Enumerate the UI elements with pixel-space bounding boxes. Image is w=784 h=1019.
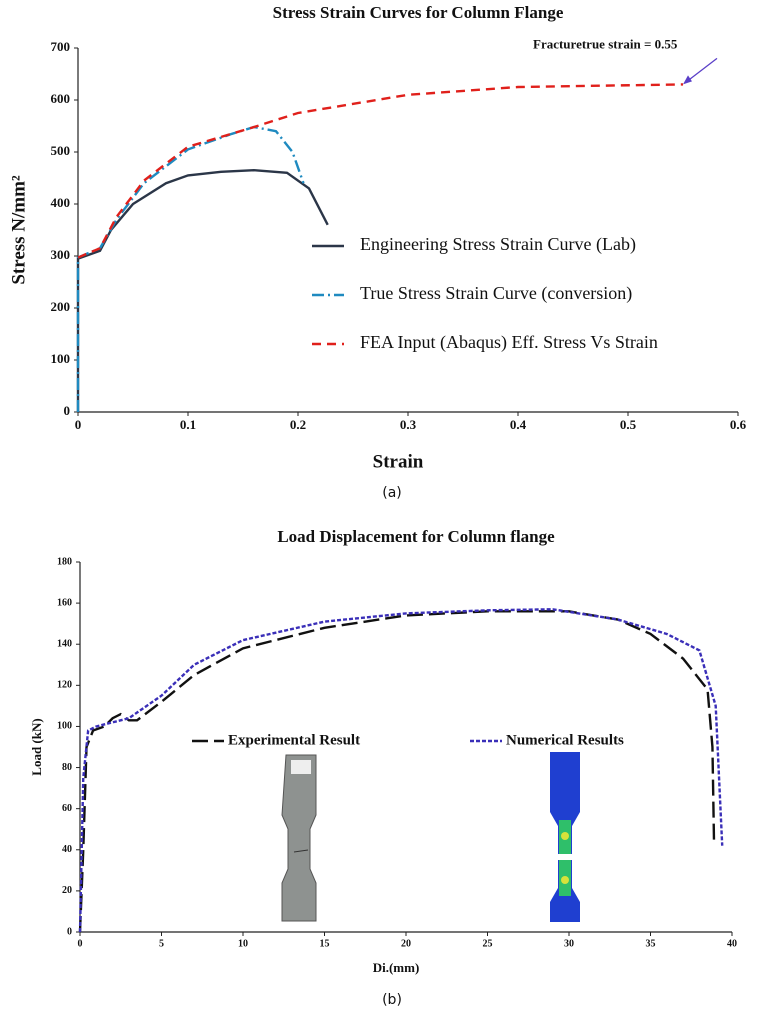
y-tick-label: 160: [57, 597, 72, 608]
y-tick-label: 600: [51, 91, 71, 106]
x-tick-label: 30: [564, 938, 574, 949]
y-tick-label: 100: [57, 721, 72, 732]
y-axis-label: Stress N/mm²: [8, 175, 29, 285]
x-tick-label: 0.2: [290, 417, 306, 432]
y-tick-label: 120: [57, 680, 72, 691]
legend-label: FEA Input (Abaqus) Eff. Stress Vs Strain: [360, 332, 658, 353]
legend-label: Engineering Stress Strain Curve (Lab): [360, 234, 636, 255]
y-tick-label: 0: [67, 926, 72, 937]
y-tick-label: 100: [51, 351, 71, 366]
x-axis-label: Strain: [373, 451, 424, 472]
legend-label: Experimental Result: [228, 732, 360, 748]
y-tick-label: 300: [51, 247, 71, 262]
y-tick-label: 200: [51, 299, 71, 314]
chart-title: Stress Strain Curves for Column Flange: [273, 3, 564, 22]
data-line: [78, 608, 724, 933]
x-tick-label: 25: [483, 938, 493, 949]
x-tick-label: 0.4: [510, 417, 527, 432]
x-tick-label: 15: [320, 938, 330, 949]
y-tick-label: 80: [62, 762, 72, 773]
data-line: [76, 168, 329, 412]
arrow-head: [683, 75, 692, 85]
specimen-photo: [281, 754, 317, 922]
y-tick-label: 60: [62, 803, 72, 814]
annotation-arrow: [686, 57, 718, 82]
legend-label: Numerical Results: [506, 732, 624, 748]
data-line: [76, 125, 305, 412]
x-axis-label: Di.(mm): [373, 960, 420, 975]
legend-label: True Stress Strain Curve (conversion): [360, 283, 632, 304]
y-tick-label: 700: [51, 39, 71, 54]
y-tick-label: 500: [51, 143, 71, 158]
caption: (a): [382, 485, 402, 501]
specimen-fea: [550, 752, 580, 922]
x-tick-label: 20: [401, 938, 411, 949]
x-tick-label: 0.3: [400, 417, 417, 432]
y-tick-label: 180: [57, 556, 72, 567]
x-tick-label: 10: [238, 938, 248, 949]
x-tick-label: 5: [159, 938, 164, 949]
chart-title: Load Displacement for Column flange: [277, 527, 555, 546]
x-tick-label: 0.1: [180, 417, 196, 432]
annotation: Fracturetrue strain = 0.55: [533, 36, 678, 51]
caption: (b): [382, 992, 402, 1008]
x-tick-label: 0.5: [620, 417, 637, 432]
y-tick-label: 40: [62, 844, 72, 855]
y-tick-label: 20: [62, 885, 72, 896]
x-tick-label: 0: [75, 417, 82, 432]
x-tick-label: 0.6: [730, 417, 747, 432]
y-tick-label: 0: [64, 403, 71, 418]
y-axis-label: Load (kN): [29, 718, 44, 775]
x-tick-label: 35: [646, 938, 656, 949]
y-tick-label: 140: [57, 639, 72, 650]
data-line: [78, 610, 716, 933]
x-tick-label: 0: [78, 938, 83, 949]
data-line: [77, 83, 684, 259]
x-tick-label: 40: [727, 938, 737, 949]
y-tick-label: 400: [51, 195, 71, 210]
